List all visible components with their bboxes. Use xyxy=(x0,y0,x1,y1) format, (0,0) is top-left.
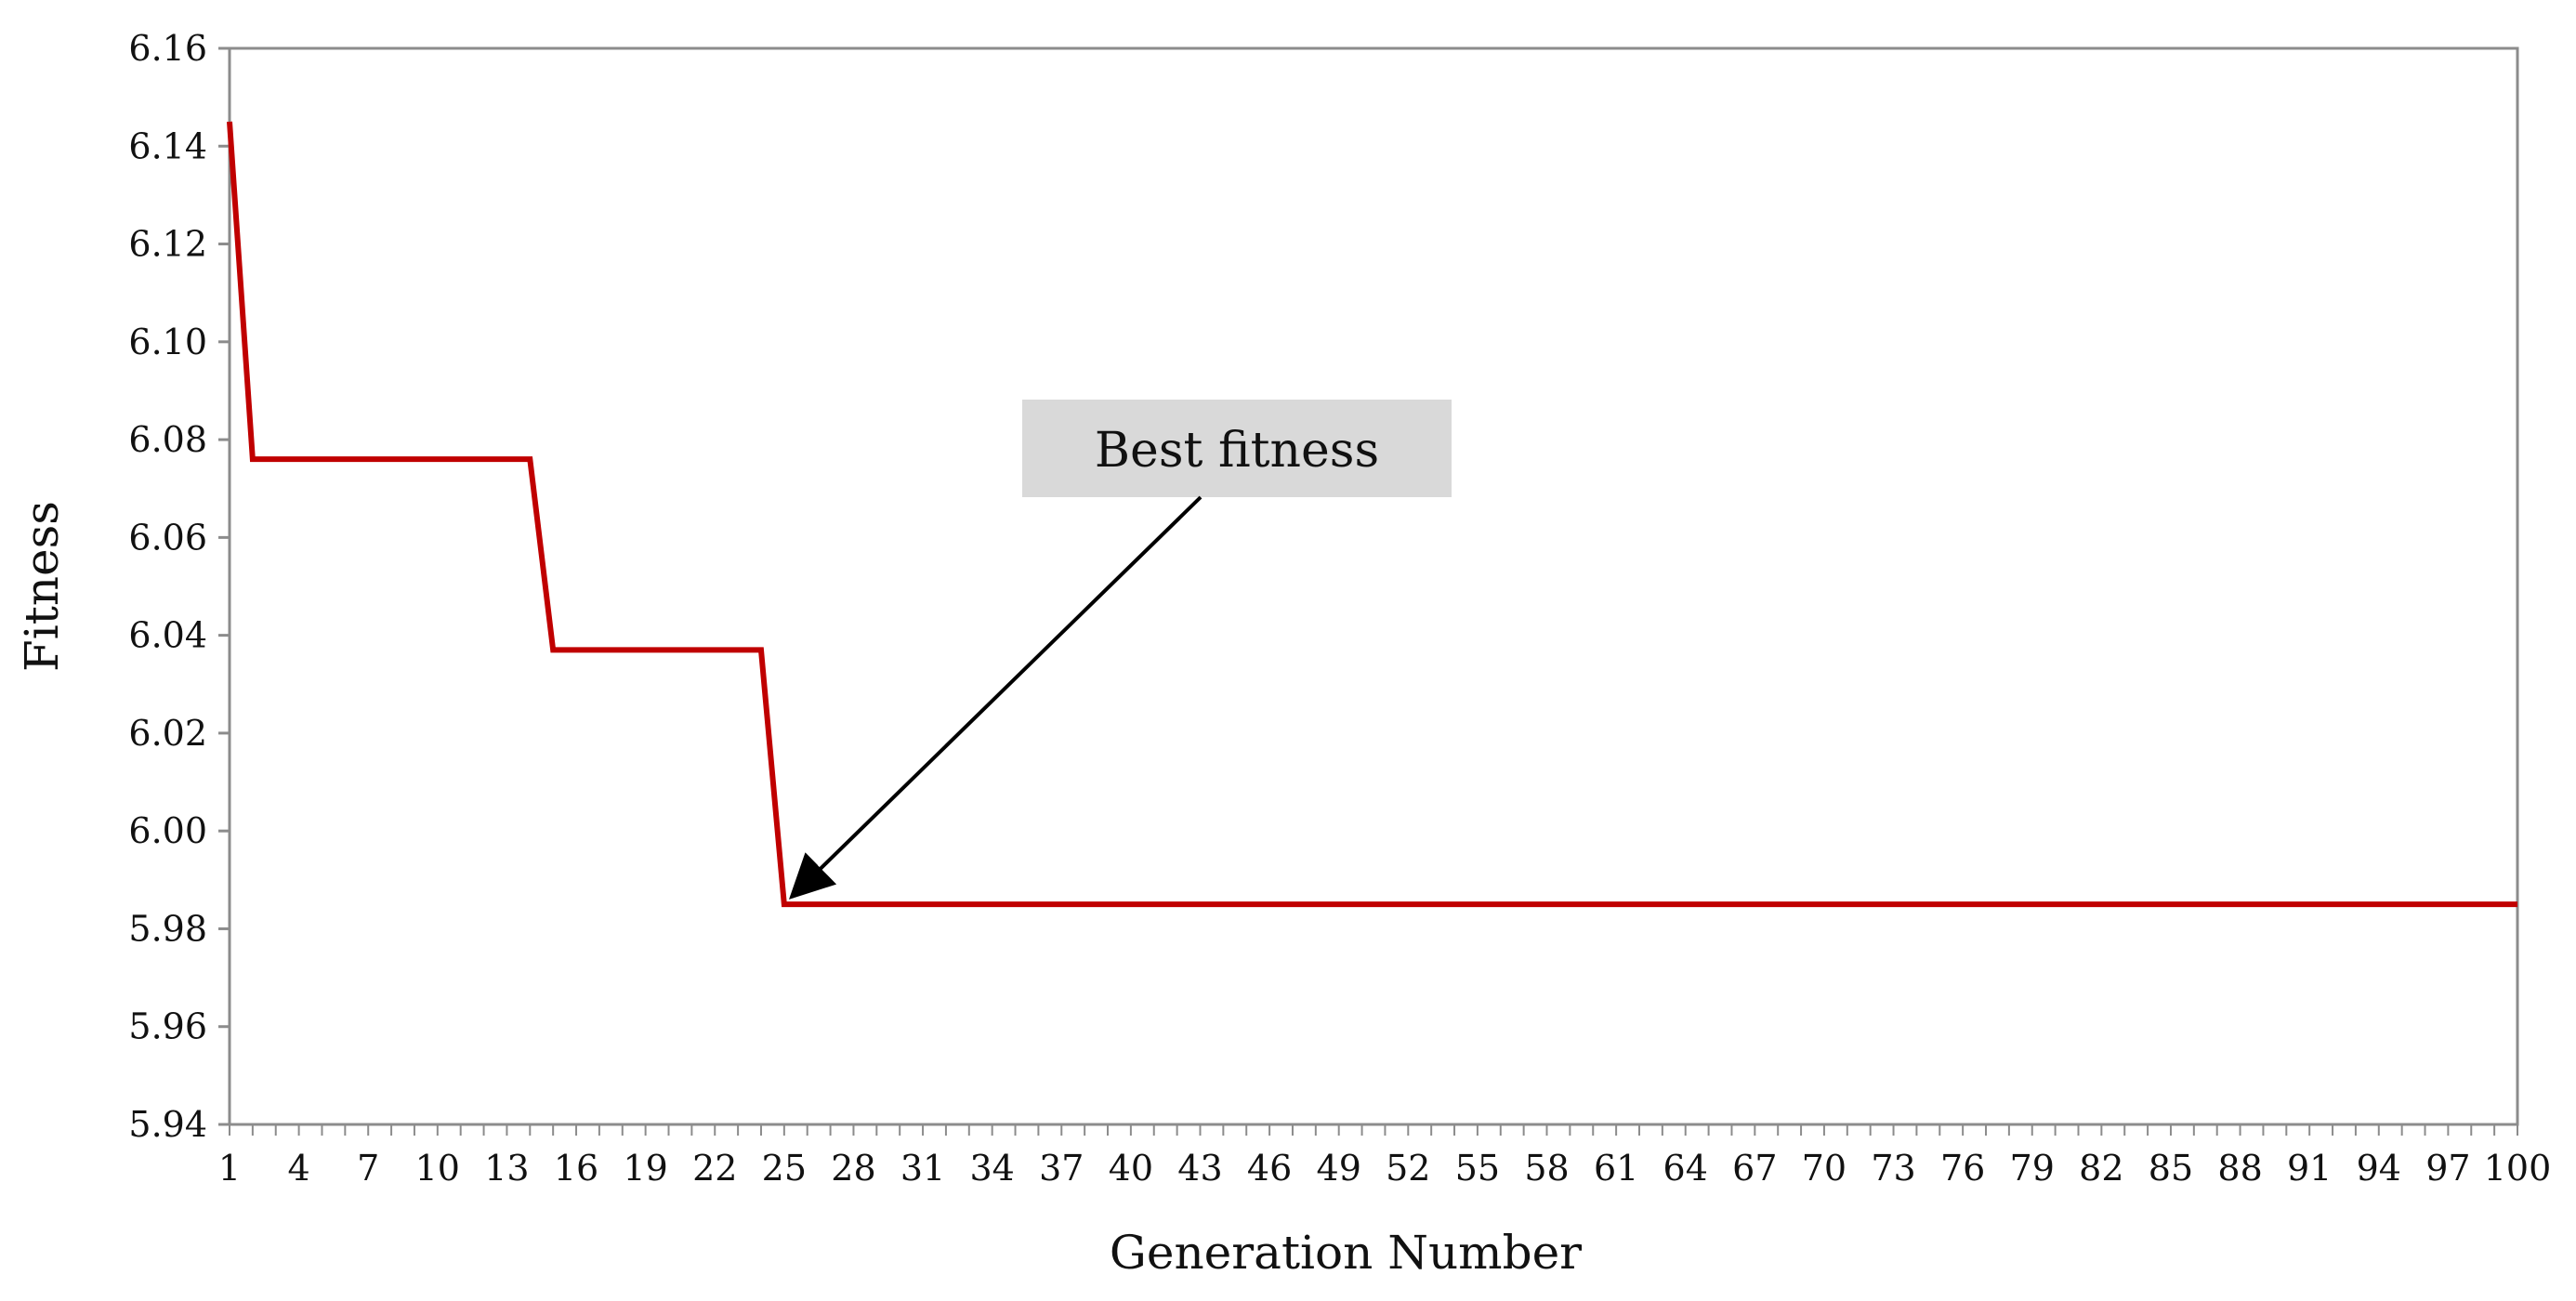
x-tick-label: 67 xyxy=(1732,1148,1777,1189)
x-tick-label: 25 xyxy=(762,1148,807,1189)
best-fitness-annotation: Best fitness xyxy=(788,400,1452,900)
x-tick-label: 7 xyxy=(357,1148,379,1189)
x-tick-label: 4 xyxy=(288,1148,310,1189)
x-tick-label: 94 xyxy=(2357,1148,2401,1189)
y-tick-label: 6.00 xyxy=(128,810,207,851)
x-tick-label: 88 xyxy=(2217,1148,2262,1189)
y-tick-label: 6.08 xyxy=(128,419,207,460)
x-tick-label: 28 xyxy=(831,1148,875,1189)
x-tick-label: 76 xyxy=(1940,1148,1985,1189)
y-axis-title: Fitness xyxy=(15,501,69,672)
x-tick-label: 91 xyxy=(2287,1148,2332,1189)
y-tick-label: 5.98 xyxy=(128,908,207,949)
y-tick-label: 6.06 xyxy=(128,517,207,558)
y-tick-label: 6.10 xyxy=(128,322,207,362)
y-tick-label: 6.02 xyxy=(128,713,207,754)
plot-area xyxy=(228,46,2519,1126)
y-tick-label: 5.96 xyxy=(128,1006,207,1047)
x-tick-label: 61 xyxy=(1594,1148,1638,1189)
x-tick-label: 43 xyxy=(1177,1148,1222,1189)
x-tick-label: 58 xyxy=(1524,1148,1569,1189)
best-fitness-arrow xyxy=(788,495,1203,900)
x-tick-label: 16 xyxy=(554,1148,598,1189)
y-tick-label: 6.16 xyxy=(128,28,207,69)
x-tick-label: 55 xyxy=(1455,1148,1500,1189)
y-tick-label: 5.94 xyxy=(128,1104,207,1145)
x-tick-label: 40 xyxy=(1109,1148,1153,1189)
x-tick-label: 49 xyxy=(1317,1148,1361,1189)
x-tick-label: 73 xyxy=(1871,1148,1915,1189)
y-tick-label: 6.04 xyxy=(128,615,207,656)
x-tick-label: 64 xyxy=(1663,1148,1708,1189)
x-tick-label: 70 xyxy=(1802,1148,1847,1189)
x-tick-label: 79 xyxy=(2010,1148,2055,1189)
x-tick-label: 19 xyxy=(623,1148,667,1189)
y-axis-ticks: 6.16 6.14 6.12 6.10 6.08 6.06 6.04 6.02 6.00 5.98… xyxy=(128,28,230,1145)
x-tick-label: 97 xyxy=(2425,1148,2470,1189)
x-tick-label: 37 xyxy=(1039,1148,1084,1189)
x-axis-ticks: 1 4 7 10 13 16 19 22 25 28 31 34 37 40 43 46 49 52 55 58 61 6… xyxy=(218,1124,2551,1189)
x-tick-label: 85 xyxy=(2149,1148,2193,1189)
x-tick-label: 100 xyxy=(2484,1148,2552,1189)
x-tick-label: 10 xyxy=(415,1148,460,1189)
fitness-series-line xyxy=(227,121,2517,908)
best-fitness-label-box xyxy=(1022,400,1452,497)
best-fitness-label: Best fitness xyxy=(1095,423,1379,479)
x-tick-label: 22 xyxy=(692,1148,737,1189)
x-tick-label: 52 xyxy=(1386,1148,1430,1189)
y-tick-label: 6.12 xyxy=(128,224,207,265)
x-tick-label: 46 xyxy=(1247,1148,1292,1189)
x-tick-label: 13 xyxy=(484,1148,529,1189)
x-tick-label: 31 xyxy=(900,1148,945,1189)
y-tick-label: 6.14 xyxy=(128,125,207,166)
x-axis-title: Generation Number xyxy=(1110,1226,1582,1280)
x-tick-label: 34 xyxy=(969,1148,1014,1189)
x-tick-label: 1 xyxy=(218,1148,241,1189)
x-tick-label: 82 xyxy=(2079,1148,2123,1189)
